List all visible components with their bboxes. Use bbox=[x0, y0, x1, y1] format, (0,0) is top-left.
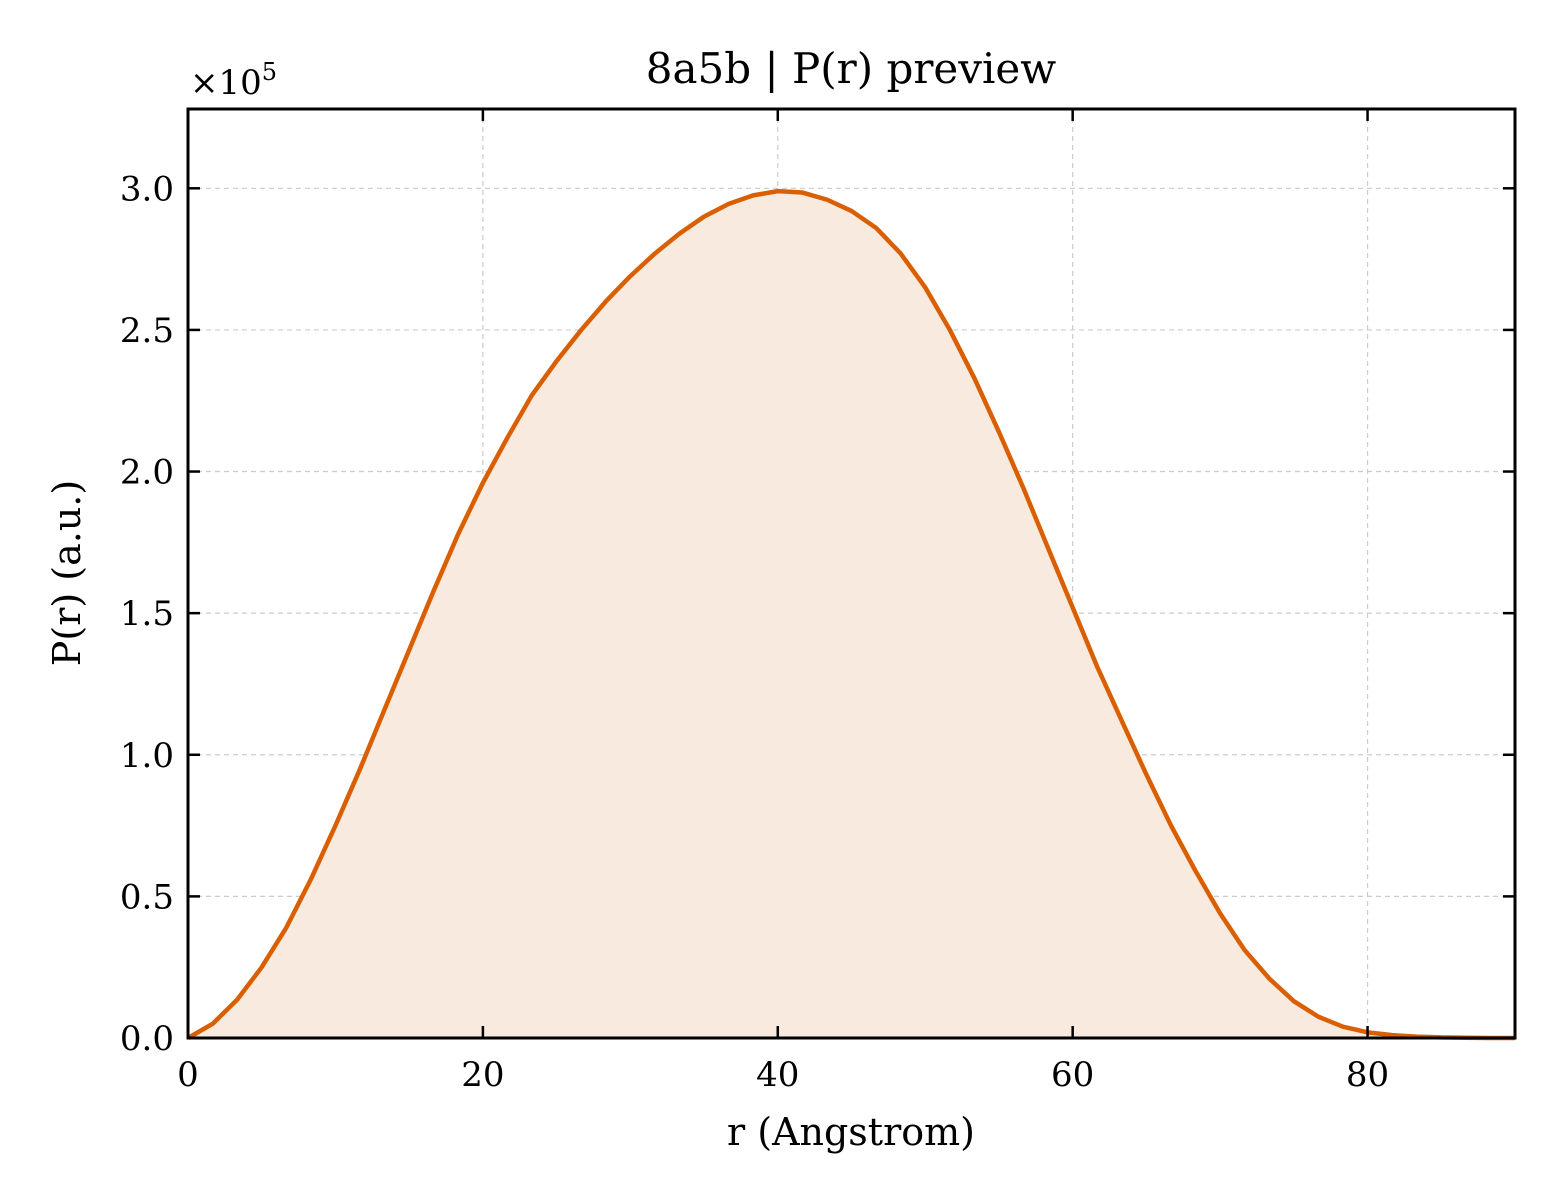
x-tick-label: 0 bbox=[177, 1055, 199, 1095]
y-axis-multiplier-base: ×10 bbox=[190, 63, 262, 103]
series-area-fill bbox=[188, 191, 1515, 1038]
plot-frame bbox=[186, 107, 1517, 1040]
x-tick-label: 20 bbox=[461, 1055, 504, 1095]
y-tick-label: 0.5 bbox=[120, 877, 174, 917]
y-tick-label: 2.0 bbox=[120, 453, 174, 493]
y-tick-label: 1.0 bbox=[120, 736, 174, 776]
x-tick-label: 40 bbox=[756, 1055, 799, 1095]
y-axis-multiplier: ×105 bbox=[190, 58, 277, 103]
y-tick-label: 3.0 bbox=[120, 169, 174, 209]
y-tick-label: 1.5 bbox=[120, 594, 174, 634]
x-tick-label: 60 bbox=[1051, 1055, 1094, 1095]
axis-ticks bbox=[186, 109, 1515, 1040]
y-axis-label: P(r) (a.u.) bbox=[45, 480, 89, 666]
y-tick-label: 2.5 bbox=[120, 311, 174, 351]
chart-title: 8a5b | P(r) preview bbox=[646, 44, 1057, 93]
y-axis-multiplier-exponent: 5 bbox=[262, 58, 277, 86]
x-tick-label: 80 bbox=[1346, 1055, 1389, 1095]
series-line bbox=[186, 188, 1515, 1041]
x-axis-label: r (Angstrom) bbox=[727, 1110, 975, 1154]
y-tick-label: 0.0 bbox=[120, 1019, 174, 1059]
axis-tick-labels: 0 20 40 60 80 0.0 0.5 1.0 1.5 2.0 2.5 3.0 bbox=[120, 169, 1389, 1095]
